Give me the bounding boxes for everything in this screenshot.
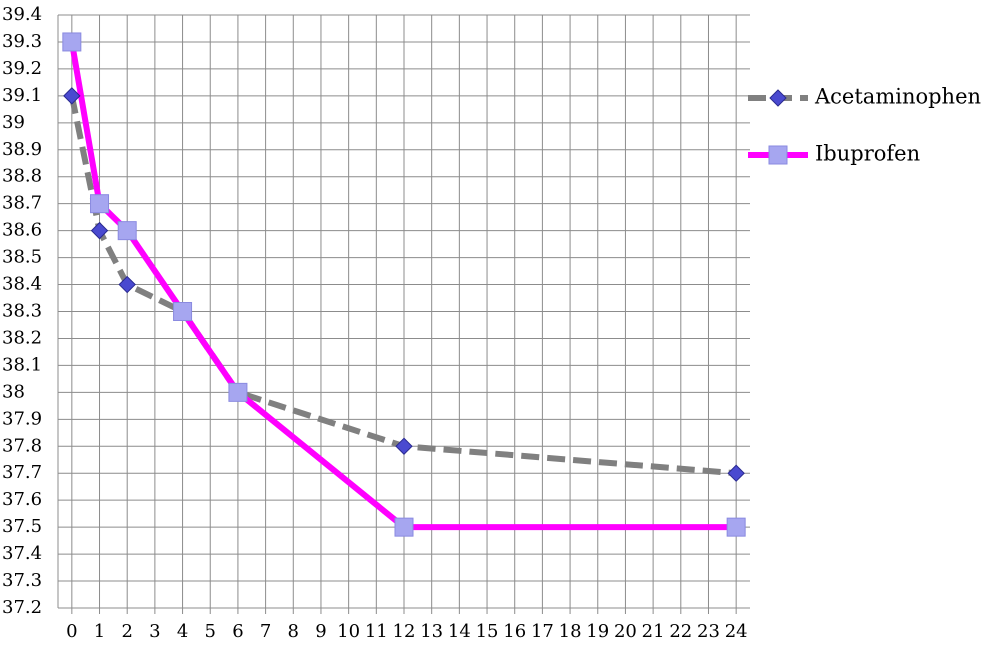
y-tick-label: 37.6 bbox=[2, 489, 42, 510]
y-tick-label: 38.1 bbox=[2, 354, 42, 375]
data-point bbox=[118, 275, 136, 294]
y-tick-label: 39.4 bbox=[2, 4, 42, 25]
y-tick-label: 38 bbox=[2, 381, 25, 402]
y-tick-label: 39.1 bbox=[2, 85, 42, 106]
x-tick-label: 4 bbox=[177, 621, 188, 642]
x-tick-label: 24 bbox=[725, 621, 748, 642]
y-tick-label: 37.7 bbox=[2, 462, 42, 483]
data-point bbox=[90, 221, 109, 240]
y-tick-label: 37.4 bbox=[2, 543, 42, 564]
y-tick-label: 38.3 bbox=[2, 301, 42, 322]
legend-marker bbox=[768, 145, 788, 165]
x-tick-label: 3 bbox=[149, 621, 160, 642]
x-tick-label: 20 bbox=[614, 621, 637, 642]
data-point bbox=[90, 194, 110, 214]
data-point bbox=[62, 32, 82, 52]
y-tick-label: 39 bbox=[2, 112, 25, 133]
x-tick-label: 15 bbox=[476, 621, 499, 642]
y-tick-label: 38.6 bbox=[2, 220, 42, 241]
y-tick-label: 37.2 bbox=[2, 597, 42, 618]
x-tick-label: 5 bbox=[205, 621, 216, 642]
data-point bbox=[228, 382, 248, 402]
x-tick-label: 11 bbox=[365, 621, 388, 642]
y-tick-label: 38.4 bbox=[2, 274, 42, 295]
legend-label: Acetaminophen bbox=[814, 85, 981, 109]
x-tick-label: 17 bbox=[531, 621, 554, 642]
x-tick-label: 13 bbox=[420, 621, 443, 642]
x-tick-label: 0 bbox=[66, 621, 77, 642]
data-point bbox=[395, 437, 413, 455]
x-tick-label: 19 bbox=[586, 621, 609, 642]
y-tick-label: 37.8 bbox=[2, 435, 42, 456]
data-point bbox=[117, 221, 137, 241]
y-tick-label: 38.5 bbox=[2, 247, 42, 268]
data-point bbox=[63, 87, 81, 105]
y-tick-label: 37.9 bbox=[2, 408, 42, 429]
data-point bbox=[726, 517, 746, 537]
legend-label: Ibuprofen bbox=[815, 142, 920, 166]
x-tick-label: 16 bbox=[503, 621, 526, 642]
x-tick-label: 22 bbox=[669, 621, 692, 642]
x-tick-label: 1 bbox=[94, 621, 105, 642]
x-tick-label: 10 bbox=[337, 621, 360, 642]
x-tick-label: 9 bbox=[315, 621, 326, 642]
y-tick-label: 38.2 bbox=[2, 327, 42, 348]
y-tick-label: 38.7 bbox=[2, 193, 42, 214]
x-tick-label: 18 bbox=[559, 621, 582, 642]
x-tick-label: 7 bbox=[260, 621, 271, 642]
x-tick-label: 23 bbox=[697, 621, 720, 642]
y-tick-label: 39.2 bbox=[2, 58, 42, 79]
y-tick-label: 38.9 bbox=[2, 139, 42, 160]
data-point bbox=[394, 517, 414, 537]
x-tick-label: 14 bbox=[448, 621, 471, 642]
data-point bbox=[727, 464, 745, 482]
y-tick-label: 37.3 bbox=[2, 570, 42, 591]
y-tick-label: 38.8 bbox=[2, 166, 42, 187]
x-tick-label: 6 bbox=[232, 621, 243, 642]
x-tick-label: 8 bbox=[288, 621, 299, 642]
y-tick-label: 37.5 bbox=[2, 516, 42, 537]
x-tick-label: 21 bbox=[642, 621, 665, 642]
data-point bbox=[173, 302, 193, 321]
x-tick-label: 12 bbox=[393, 621, 416, 642]
x-tick-label: 2 bbox=[121, 621, 132, 642]
y-tick-label: 39.3 bbox=[2, 31, 42, 52]
legend-marker bbox=[769, 89, 787, 107]
